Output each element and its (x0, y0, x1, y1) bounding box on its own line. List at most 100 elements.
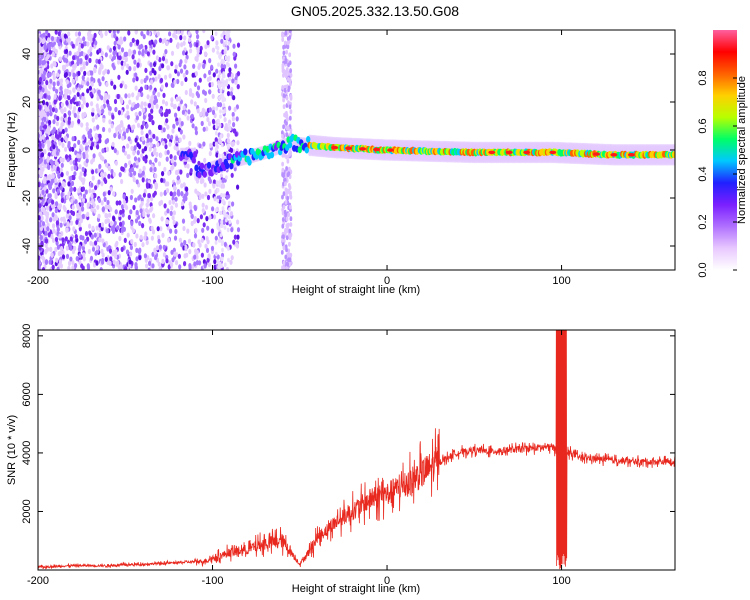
spectrogram-noise-cell (55, 220, 60, 226)
spectrogram-noise-cell (81, 186, 85, 192)
spectrogram-noise-cell (150, 108, 154, 114)
spectrogram-noise-cell (67, 143, 71, 149)
spectrogram-noise-cell (159, 77, 164, 83)
spectrogram-noise-cell (93, 126, 97, 132)
spectrogram-noise-cell (205, 236, 209, 242)
spectrogram-noise-cell (72, 226, 76, 232)
spectrogram-noise-cell (99, 154, 103, 160)
spectrogram-noise-cell (229, 259, 233, 265)
spectrogram-noise-cell (141, 136, 145, 142)
snr-x-tick-label: 0 (384, 575, 390, 587)
spectrogram-noise-cell (114, 106, 118, 113)
spectrogram-noise-cell (140, 200, 144, 206)
spectrogram-noise-cell (285, 235, 289, 241)
spectrogram-noise-cell (91, 225, 95, 231)
spectrogram-noise-cell (139, 86, 143, 92)
colorbar-tick-label: 0.8 (697, 70, 709, 85)
spectrogram-noise-cell (184, 246, 188, 252)
spectrogram-noise-cell (231, 116, 235, 122)
spectrogram-noise-cell (173, 30, 177, 35)
spectrogram-noise-cell (162, 252, 166, 258)
snr-marks (38, 330, 675, 570)
spectrogram-noise-cell (217, 153, 221, 158)
spectrogram-noise-cell (79, 234, 83, 240)
spectrogram-noise-cell (112, 191, 116, 197)
spectrogram-noise-cell (74, 234, 78, 240)
spectrogram-noise-cell (204, 204, 209, 210)
spectrogram-noise-cell (229, 91, 233, 97)
spectrogram-noise-cell (199, 214, 203, 220)
spectrogram-noise-cell (120, 120, 124, 126)
spectrogram-noise-cell (234, 79, 238, 85)
spectrogram-noise-cell (117, 44, 121, 50)
spectrogram-noise-cell (235, 241, 239, 248)
spectrogram-noise-cell (142, 192, 146, 198)
spectrogram-noise-cell (190, 99, 194, 105)
spectrogram-noise-cell (215, 124, 218, 129)
spectrogram-noise-cell (141, 49, 145, 55)
spectrogram-noise-cell (206, 76, 210, 83)
spectrogram-noise-cell (39, 157, 44, 163)
spectrogram-noise-cell (157, 74, 161, 80)
spectrogram-noise-cell (138, 247, 142, 253)
spectrogram-noise-cell (289, 94, 293, 99)
spectrogram-noise-cell (125, 128, 129, 134)
spectrogram-noise-cell (53, 93, 57, 100)
spectrogram-noise-cell (169, 210, 173, 216)
spectrogram-noise-cell (75, 256, 79, 262)
spectrogram-noise-cell (118, 235, 122, 242)
spectrogram-noise-cell (101, 259, 105, 265)
spectrogram-noise-cell (85, 153, 89, 159)
spectrogram-noise-cell (59, 78, 64, 84)
spectrogram-noise-cell (155, 245, 159, 251)
spectrogram-noise-cell (42, 99, 46, 106)
spectrogram-noise-cell (159, 152, 163, 158)
spectrogram-noise-cell (228, 67, 232, 73)
spectrogram-noise-cell (184, 76, 188, 82)
spectrogram-noise-cell (59, 85, 63, 91)
spectrogram-ridge-cell (287, 141, 293, 149)
spectrogram-noise-cell (282, 104, 286, 110)
spectrogram-noise-cell (285, 247, 288, 253)
spectrogram-noise-cell (63, 72, 67, 78)
spectrogram-noise-cell (104, 52, 108, 58)
spectrogram-noise-cell (63, 107, 67, 113)
spectrogram-noise-cell (118, 172, 122, 178)
spectrogram-noise-cell (188, 37, 192, 43)
spectrogram-noise-cell (50, 63, 54, 69)
spectrogram-noise-cell (149, 70, 153, 76)
spectrogram-noise-cell (54, 208, 58, 214)
spectrogram-noise-cell (43, 70, 47, 76)
spectrogram-noise-cell (96, 106, 100, 112)
spectrogram-noise-cell (175, 169, 179, 175)
spectrogram-noise-cell (152, 90, 156, 96)
spectrogram-noise-cell (104, 30, 108, 36)
snr-y-tick-label: 2000 (21, 499, 33, 523)
spectrogram-noise-cell (69, 175, 73, 181)
spectrogram-noise-cell (189, 42, 193, 48)
spectrogram-noise-cell (160, 177, 164, 183)
spectrogram-noise-cell (198, 242, 202, 248)
spectrogram-noise-cell (97, 59, 101, 65)
spectrogram-noise-cell (60, 216, 64, 222)
spectrogram-noise-cell (170, 262, 174, 268)
spectrogram-noise-cell (101, 76, 105, 82)
spectrogram-ridge-cell (243, 148, 248, 156)
spectrogram-noise-cell (286, 261, 289, 267)
spectrogram-noise-cell (85, 102, 89, 108)
spectrogram-noise-cell (48, 49, 53, 55)
spectrogram-noise-cell (106, 99, 110, 105)
spectrogram-noise-cell (84, 145, 88, 151)
spectrogram-noise-cell (188, 249, 192, 255)
spectrogram-noise-cell (287, 171, 291, 177)
spectrogram-noise-cell (203, 263, 207, 269)
spectrogram-noise-cell (103, 171, 107, 177)
spectrogram-y-tick-label: 0 (21, 147, 33, 153)
spectrogram-noise-cell (126, 110, 130, 116)
spectrogram-noise-cell (154, 173, 158, 179)
spectrogram-noise-cell (65, 170, 69, 176)
spectrogram-noise-cell (45, 30, 49, 35)
spectrogram-noise-cell (161, 140, 165, 146)
spectrogram-noise-cell (101, 108, 105, 114)
